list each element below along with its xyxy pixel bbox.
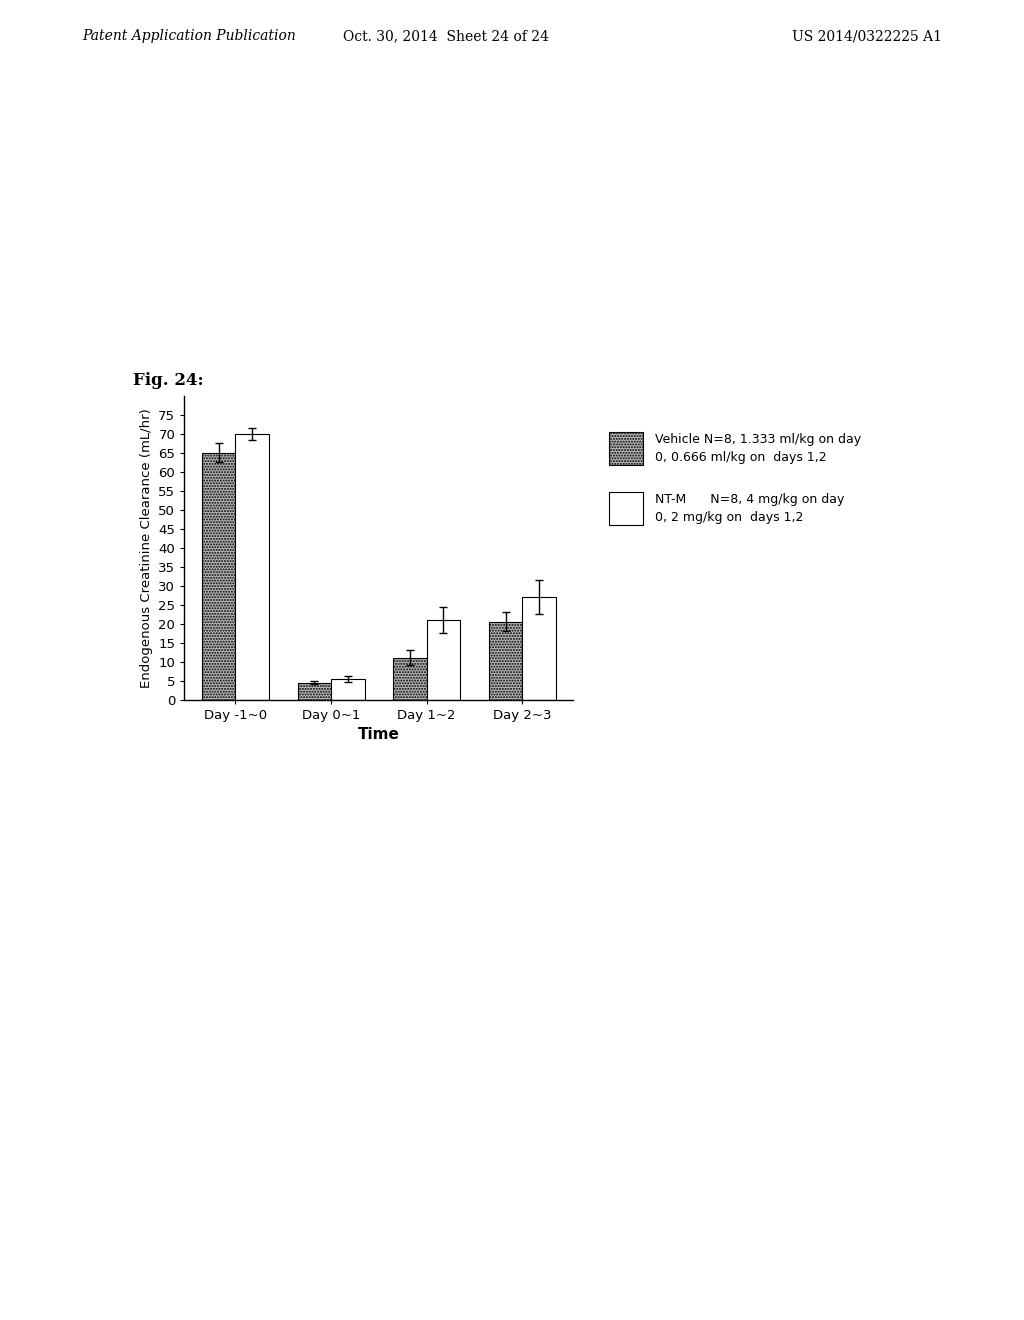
- Bar: [298, 682, 331, 700]
- Text: NT-M      N=8, 4 mg/kg on day
0, 2 mg/kg on  days 1,2: NT-M N=8, 4 mg/kg on day 0, 2 mg/kg on d…: [655, 492, 845, 524]
- Bar: [488, 622, 522, 700]
- Bar: [236, 434, 269, 700]
- Text: Oct. 30, 2014  Sheet 24 of 24: Oct. 30, 2014 Sheet 24 of 24: [342, 29, 549, 44]
- Bar: [427, 620, 460, 700]
- X-axis label: Time: Time: [358, 727, 399, 742]
- Bar: [393, 657, 427, 700]
- Bar: [522, 597, 556, 700]
- Text: Patent Application Publication: Patent Application Publication: [82, 29, 296, 44]
- Bar: [331, 678, 365, 700]
- Text: Fig. 24:: Fig. 24:: [133, 372, 204, 389]
- Text: US 2014/0322225 A1: US 2014/0322225 A1: [793, 29, 942, 44]
- Y-axis label: Endogenous Creatinine Clearance (mL/hr): Endogenous Creatinine Clearance (mL/hr): [139, 408, 153, 688]
- Bar: [202, 453, 236, 700]
- Text: Vehicle N=8, 1.333 ml/kg on day
0, 0.666 ml/kg on  days 1,2: Vehicle N=8, 1.333 ml/kg on day 0, 0.666…: [655, 433, 861, 465]
